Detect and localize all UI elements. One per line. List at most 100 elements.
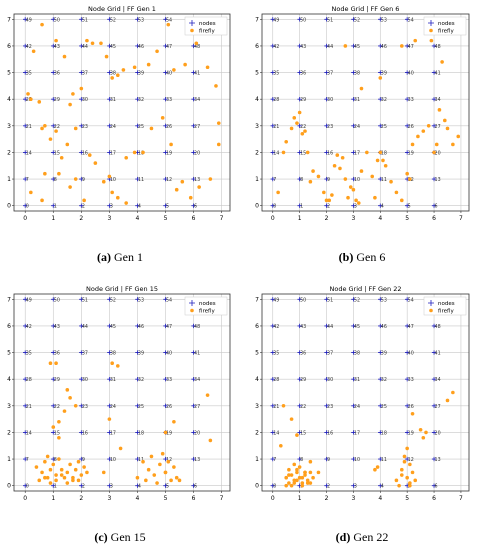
firefly-point bbox=[45, 454, 50, 459]
firefly-point bbox=[197, 185, 201, 189]
node-label: 44 bbox=[327, 44, 333, 50]
firefly-point bbox=[322, 190, 326, 195]
firefly-point bbox=[295, 478, 299, 483]
node-label: 42 bbox=[273, 324, 279, 330]
node-label: 13 bbox=[435, 457, 441, 463]
firefly-point bbox=[146, 62, 151, 67]
firefly-point bbox=[194, 41, 199, 46]
firefly-point bbox=[51, 462, 56, 467]
node-label: 6 bbox=[194, 204, 197, 210]
node-marker bbox=[23, 96, 28, 102]
node-label: 29 bbox=[300, 377, 306, 383]
node-label: 40 bbox=[408, 71, 414, 77]
node-label: 9 bbox=[82, 177, 85, 183]
firefly-point bbox=[149, 454, 154, 459]
y-tick-label: 5 bbox=[255, 70, 259, 77]
node-marker bbox=[23, 203, 28, 208]
node-label: 51 bbox=[82, 297, 88, 303]
x-tick-label: 4 bbox=[136, 495, 140, 502]
node-label: 4 bbox=[381, 204, 384, 210]
node-marker bbox=[23, 403, 28, 409]
node-marker bbox=[324, 123, 329, 129]
y-tick-label: 2 bbox=[255, 429, 259, 436]
node-marker bbox=[297, 176, 302, 182]
firefly-point bbox=[375, 465, 380, 469]
node-marker bbox=[297, 323, 302, 329]
node-label: 49 bbox=[273, 17, 279, 23]
firefly-point bbox=[300, 131, 305, 136]
node-marker bbox=[23, 176, 28, 182]
firefly-point bbox=[174, 187, 179, 192]
x-tick-label: 4 bbox=[136, 215, 140, 222]
firefly-point bbox=[292, 481, 297, 485]
node-label: 54 bbox=[408, 297, 414, 303]
node-marker bbox=[270, 323, 275, 329]
node-marker bbox=[79, 376, 84, 382]
node-marker bbox=[191, 350, 196, 355]
node-label: 40 bbox=[166, 71, 172, 77]
firefly-point bbox=[208, 177, 213, 181]
x-tick-label: 1 bbox=[298, 215, 302, 222]
x-tick-label: 4 bbox=[378, 495, 382, 502]
firefly-point bbox=[373, 195, 377, 200]
firefly-point bbox=[163, 430, 168, 435]
node-marker bbox=[23, 456, 28, 462]
firefly-point bbox=[152, 473, 157, 477]
node-label: 26 bbox=[166, 404, 172, 410]
node-label: 48 bbox=[435, 324, 441, 330]
node-marker bbox=[297, 376, 302, 382]
node-marker bbox=[163, 403, 168, 409]
node-label: 47 bbox=[166, 44, 172, 50]
node-marker bbox=[378, 456, 383, 462]
node-marker bbox=[297, 123, 302, 129]
node-marker bbox=[51, 430, 56, 435]
legend-nodes-label: nodes bbox=[199, 301, 216, 307]
firefly-point bbox=[303, 473, 307, 477]
node-marker bbox=[135, 376, 140, 382]
firefly-point bbox=[289, 483, 294, 488]
node-label: 9 bbox=[82, 457, 85, 463]
x-tick-label: 6 bbox=[192, 495, 196, 502]
node-label: 19 bbox=[408, 430, 414, 436]
node-marker bbox=[431, 123, 437, 129]
caption-label: (b) bbox=[338, 250, 354, 264]
node-label: 35 bbox=[273, 351, 279, 357]
node-marker bbox=[23, 17, 28, 22]
node-label: 22 bbox=[300, 404, 306, 410]
y-tick-label: 6 bbox=[7, 323, 11, 330]
firefly-point bbox=[31, 49, 36, 54]
x-tick-label: 3 bbox=[107, 215, 111, 222]
node-label: 15 bbox=[54, 150, 60, 156]
node-label: 3 bbox=[354, 484, 357, 490]
node-marker bbox=[23, 483, 28, 488]
firefly-point bbox=[408, 483, 412, 488]
x-tick-label: 3 bbox=[351, 495, 355, 502]
legend-firefly-marker bbox=[190, 28, 194, 33]
node-marker bbox=[23, 43, 28, 49]
firefly-point bbox=[426, 124, 431, 128]
firefly-point bbox=[394, 478, 399, 483]
firefly-point bbox=[205, 65, 210, 70]
firefly-point bbox=[73, 404, 78, 408]
node-marker bbox=[351, 403, 356, 409]
node-marker bbox=[79, 70, 84, 75]
node-label: 46 bbox=[138, 44, 144, 50]
node-label: 8 bbox=[54, 457, 57, 463]
firefly-point bbox=[378, 150, 383, 155]
node-label: 53 bbox=[138, 17, 144, 23]
node-marker bbox=[404, 70, 410, 75]
firefly-point bbox=[402, 459, 407, 464]
legend-nodes-marker bbox=[428, 20, 434, 26]
node-label: 14 bbox=[273, 430, 279, 436]
firefly-point bbox=[107, 174, 112, 179]
y-tick-label: 5 bbox=[7, 70, 11, 77]
node-label: 41 bbox=[435, 71, 441, 77]
x-tick-label: 5 bbox=[164, 215, 168, 222]
firefly-point bbox=[59, 473, 64, 477]
node-marker bbox=[351, 150, 356, 155]
firefly-point bbox=[316, 174, 321, 179]
firefly-point bbox=[48, 481, 53, 485]
node-label: 3 bbox=[110, 484, 113, 490]
node-marker bbox=[324, 176, 329, 182]
node-label: 8 bbox=[300, 177, 303, 183]
